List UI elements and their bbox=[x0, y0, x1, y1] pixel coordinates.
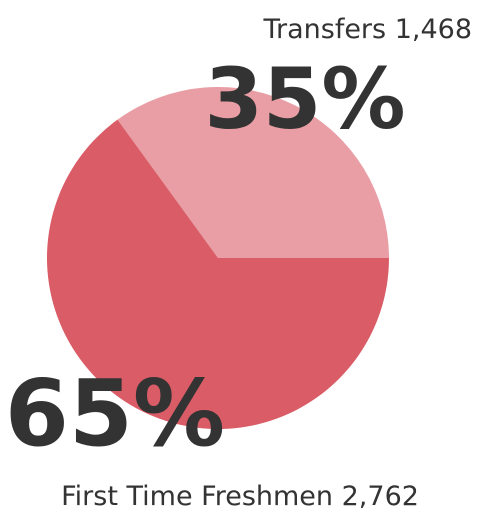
value-label: 35% bbox=[204, 50, 405, 148]
pie-slice bbox=[46, 119, 389, 430]
pie bbox=[46, 87, 390, 430]
value-label: 65% bbox=[5, 360, 225, 467]
slice-label: First Time Freshmen 2,762 bbox=[61, 481, 419, 512]
pie-slice bbox=[117, 87, 390, 259]
count-label: 2,762 bbox=[342, 481, 419, 512]
category-name: Transfers bbox=[262, 14, 386, 45]
count-label: 1,468 bbox=[395, 14, 472, 45]
slice-label: Transfers 1,468 bbox=[262, 14, 472, 45]
category-name: First Time Freshmen bbox=[61, 481, 333, 512]
